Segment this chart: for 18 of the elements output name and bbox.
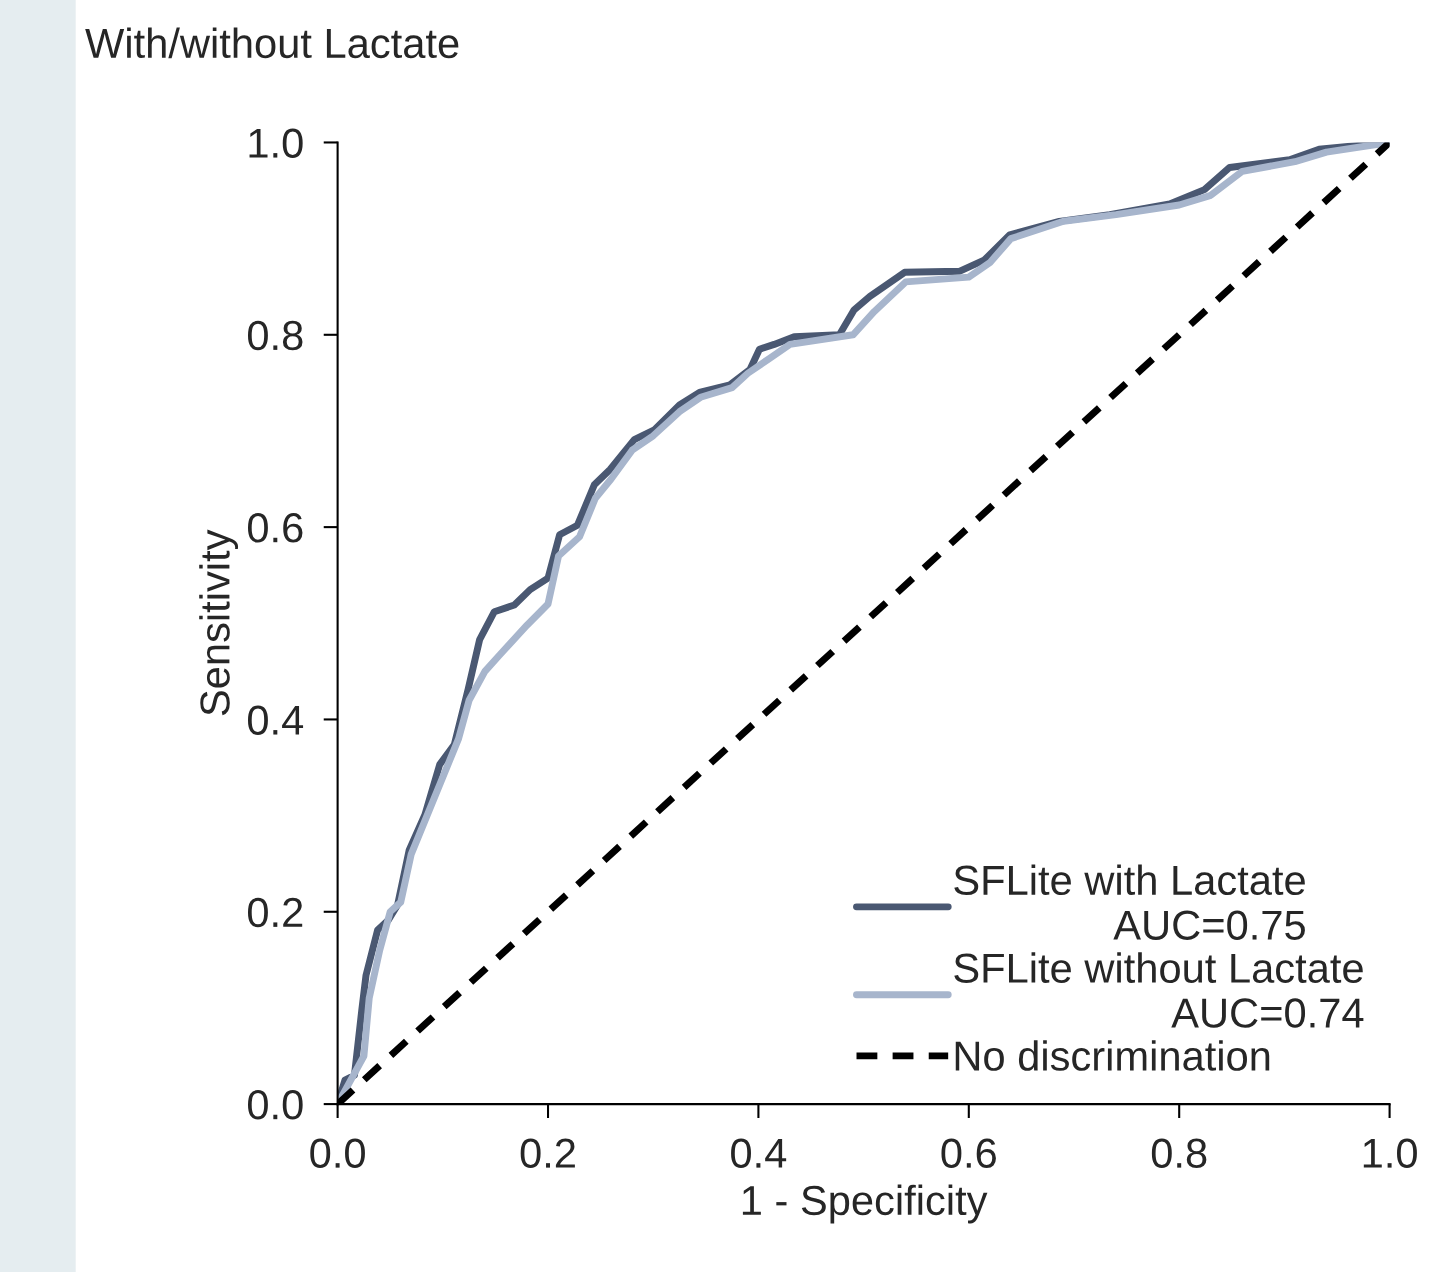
y-tick-label: 0.8 <box>247 320 303 351</box>
chart-title: With/without Lactate <box>85 27 459 59</box>
x-axis-title: 1 - Specificity <box>742 1184 988 1224</box>
x-tick-label: 0.4 <box>731 1138 787 1169</box>
legend-label: No discrimination <box>955 1040 1270 1071</box>
legend-label: SFLite with Lactate AUC=0.75 <box>954 864 1305 940</box>
x-tick-label: 0.8 <box>1151 1138 1207 1169</box>
x-tick-label: 0.2 <box>520 1138 575 1169</box>
x-tick-label: 0.6 <box>941 1138 996 1169</box>
y-axis-title: Sensitivity <box>199 529 239 716</box>
x-tick-label: 0.0 <box>310 1138 365 1169</box>
legend-label: SFLite without Lactate AUC=0.74 <box>954 952 1364 1028</box>
y-tick-label: 0.6 <box>247 513 303 543</box>
y-tick-label: 0.0 <box>247 1090 303 1120</box>
y-tick-label: 0.2 <box>247 897 303 928</box>
y-tick-label: 0.4 <box>247 705 304 735</box>
x-tick-label: 1.0 <box>1363 1138 1417 1169</box>
y-tick-label: 1.0 <box>249 128 303 158</box>
